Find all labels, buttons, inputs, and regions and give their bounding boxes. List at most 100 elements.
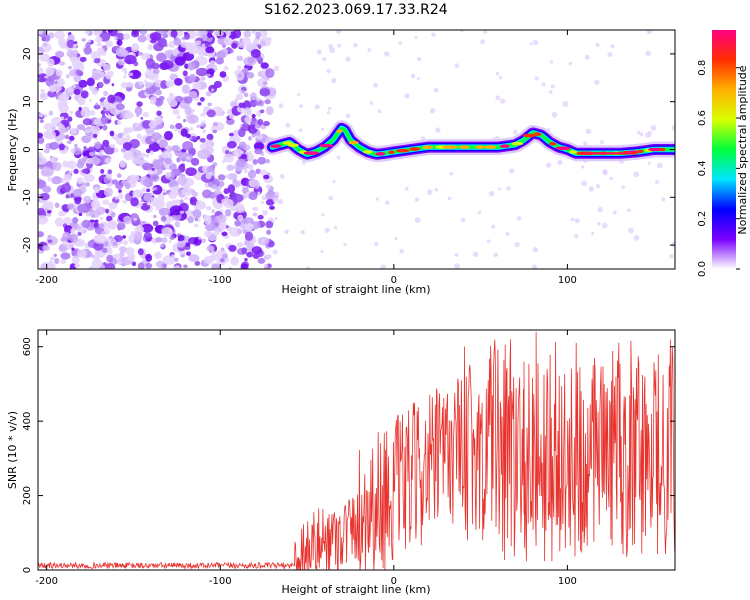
noise-blob xyxy=(248,136,252,141)
noise-blob xyxy=(260,62,269,70)
noise-dot xyxy=(274,191,280,197)
noise-blob xyxy=(191,157,200,166)
noise-dot xyxy=(610,44,615,49)
noise-blob xyxy=(96,42,103,47)
noise-blob xyxy=(183,118,187,123)
noise-blob xyxy=(124,54,137,65)
noise-dot xyxy=(384,200,390,206)
noise-blob xyxy=(45,66,55,77)
noise-dot xyxy=(394,236,398,241)
snr-x-label: Height of straight line (km) xyxy=(281,583,430,596)
noise-blob xyxy=(61,183,72,193)
noise-blob xyxy=(91,254,96,259)
noise-blob xyxy=(250,48,261,59)
noise-blob xyxy=(223,153,235,163)
noise-blob xyxy=(152,220,159,227)
colorbar-gradient xyxy=(712,30,736,269)
ridge-hotspot xyxy=(396,148,410,153)
noise-blob xyxy=(195,67,208,77)
noise-blob xyxy=(145,58,156,69)
noise-blob xyxy=(217,214,227,224)
noise-blob xyxy=(77,96,86,106)
noise-dot xyxy=(336,155,341,160)
noise-blob xyxy=(153,186,158,191)
noise-blob xyxy=(183,96,193,104)
noise-dot xyxy=(298,128,303,133)
noise-blob xyxy=(84,182,91,187)
snr-series-line xyxy=(37,331,676,571)
noise-blob xyxy=(117,120,122,126)
noise-blob xyxy=(206,73,211,77)
noise-blob xyxy=(95,252,102,259)
noise-blob xyxy=(133,217,138,221)
noise-blob xyxy=(234,220,242,227)
noise-dot xyxy=(314,104,320,110)
figure-title: S162.2023.069.17.33.R24 xyxy=(264,2,447,18)
noise-blob xyxy=(62,160,69,168)
noise-dot xyxy=(433,87,439,93)
noise-blob xyxy=(249,92,258,101)
noise-blob xyxy=(168,239,172,243)
noise-dot xyxy=(472,251,479,257)
noise-dot xyxy=(495,95,501,101)
noise-blob xyxy=(84,128,92,134)
noise-blob xyxy=(260,200,265,204)
noise-blob xyxy=(47,176,52,182)
noise-blob xyxy=(248,191,258,201)
noise-blob xyxy=(79,56,87,63)
noise-blob xyxy=(70,128,78,135)
noise-blob xyxy=(238,73,242,78)
noise-blob xyxy=(170,254,176,259)
noise-blob xyxy=(251,30,256,35)
noise-blob xyxy=(46,212,52,217)
noise-blob xyxy=(54,30,65,40)
noise-blob xyxy=(77,203,91,214)
noise-blob xyxy=(81,38,86,42)
noise-blob xyxy=(131,30,140,38)
noise-dot xyxy=(345,113,351,119)
noise-blob xyxy=(113,234,123,242)
noise-blob xyxy=(124,182,131,190)
noise-blob xyxy=(205,91,212,97)
noise-blob xyxy=(162,263,167,268)
snr-y-tick-label: 600 xyxy=(22,337,33,356)
noise-blob xyxy=(154,89,162,96)
noise-blob xyxy=(65,74,70,79)
noise-blob xyxy=(189,126,194,131)
noise-blob xyxy=(111,83,115,87)
noise-dot xyxy=(274,217,278,221)
noise-blob xyxy=(114,32,125,41)
snr-x-ticks: -200 -100 0 100 xyxy=(35,330,577,587)
noise-blob xyxy=(243,240,251,246)
noise-blob xyxy=(215,57,224,65)
noise-blob xyxy=(189,136,193,140)
noise-blob xyxy=(247,57,255,64)
noise-dot xyxy=(570,217,575,222)
noise-blob xyxy=(87,39,92,43)
noise-dot xyxy=(305,266,310,269)
noise-blob xyxy=(252,38,260,45)
noise-dot xyxy=(449,171,454,176)
noise-dot xyxy=(647,161,651,165)
noise-blob xyxy=(55,69,63,77)
noise-dot xyxy=(669,253,674,259)
noise-dot xyxy=(454,63,460,68)
noise-blob xyxy=(112,241,118,247)
noise-blob xyxy=(125,85,133,92)
noise-blob xyxy=(185,242,191,247)
noise-dot xyxy=(639,132,644,137)
noise-blob xyxy=(120,110,127,116)
noise-dot xyxy=(380,264,387,269)
noise-blob xyxy=(244,231,254,241)
noise-blob xyxy=(262,81,268,86)
noise-dot xyxy=(505,231,510,236)
noise-blob xyxy=(47,210,52,214)
noise-dot xyxy=(545,162,552,168)
noise-blob xyxy=(76,177,84,185)
noise-blob xyxy=(251,132,257,138)
noise-blob xyxy=(207,102,212,107)
noise-blob xyxy=(99,101,104,106)
noise-blob xyxy=(208,137,212,141)
